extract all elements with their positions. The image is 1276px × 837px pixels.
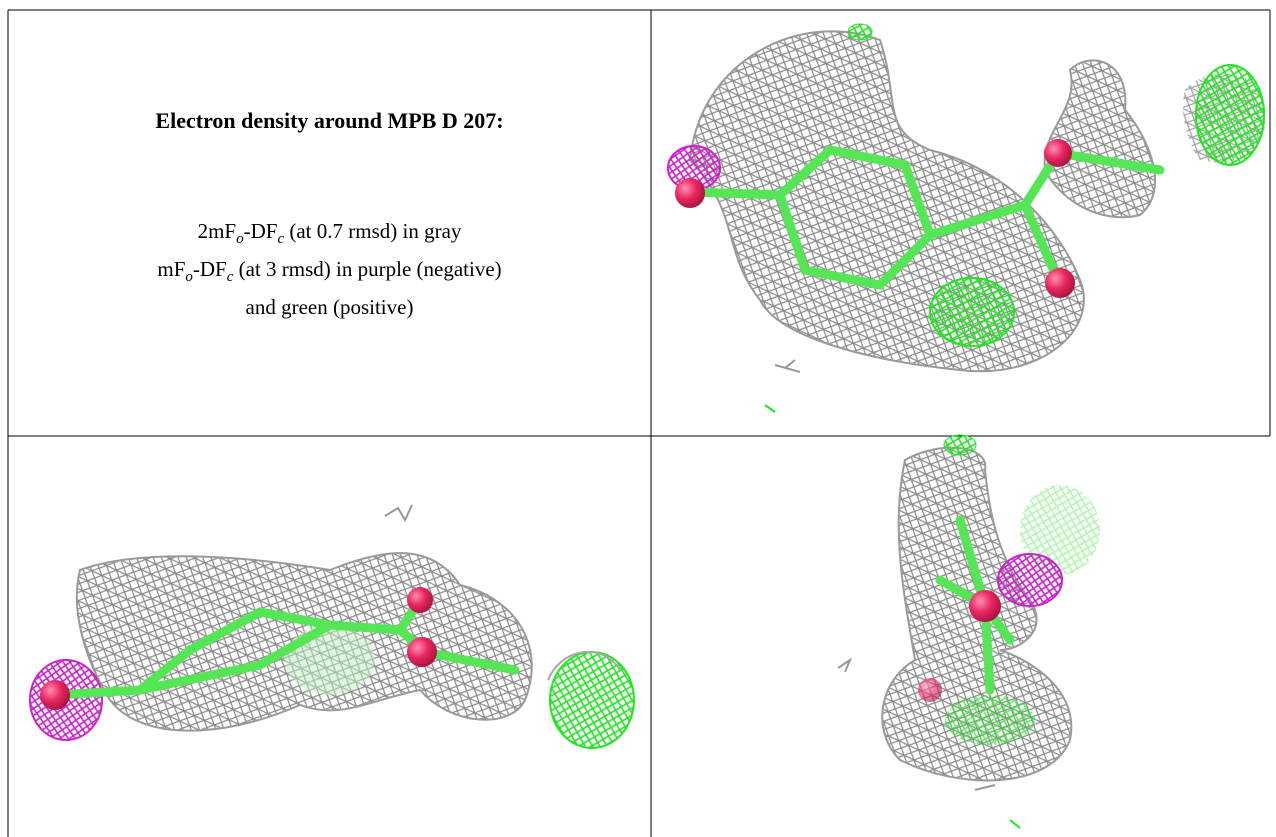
text: mF	[157, 257, 185, 281]
desc-line: mFo-DFc (at 3 rmsd) in purple (negative)	[8, 254, 651, 292]
subscript: o	[185, 269, 193, 285]
text: -DF	[193, 257, 227, 281]
density-view-top	[668, 24, 1266, 412]
page: Electron density around MPB D 207: 2mFo-…	[0, 0, 1276, 837]
subscript: o	[236, 231, 244, 247]
density-view-end	[838, 435, 1100, 828]
text: (at 0.7 rmsd) in gray	[284, 219, 461, 243]
desc-line: 2mFo-DFc (at 0.7 rmsd) in gray	[8, 216, 651, 254]
text: (at 3 rmsd) in purple (negative)	[233, 257, 501, 281]
caption-title: Electron density around MPB D 207:	[8, 108, 651, 134]
text: -DF	[244, 219, 278, 243]
desc-line: and green (positive)	[8, 292, 651, 322]
text: 2mF	[198, 219, 237, 243]
text: and green (positive)	[246, 295, 414, 319]
caption-description: 2mFo-DFc (at 0.7 rmsd) in gray mFo-DFc (…	[8, 216, 651, 322]
caption-cell: Electron density around MPB D 207: 2mFo-…	[8, 10, 651, 436]
density-view-side	[30, 505, 634, 748]
